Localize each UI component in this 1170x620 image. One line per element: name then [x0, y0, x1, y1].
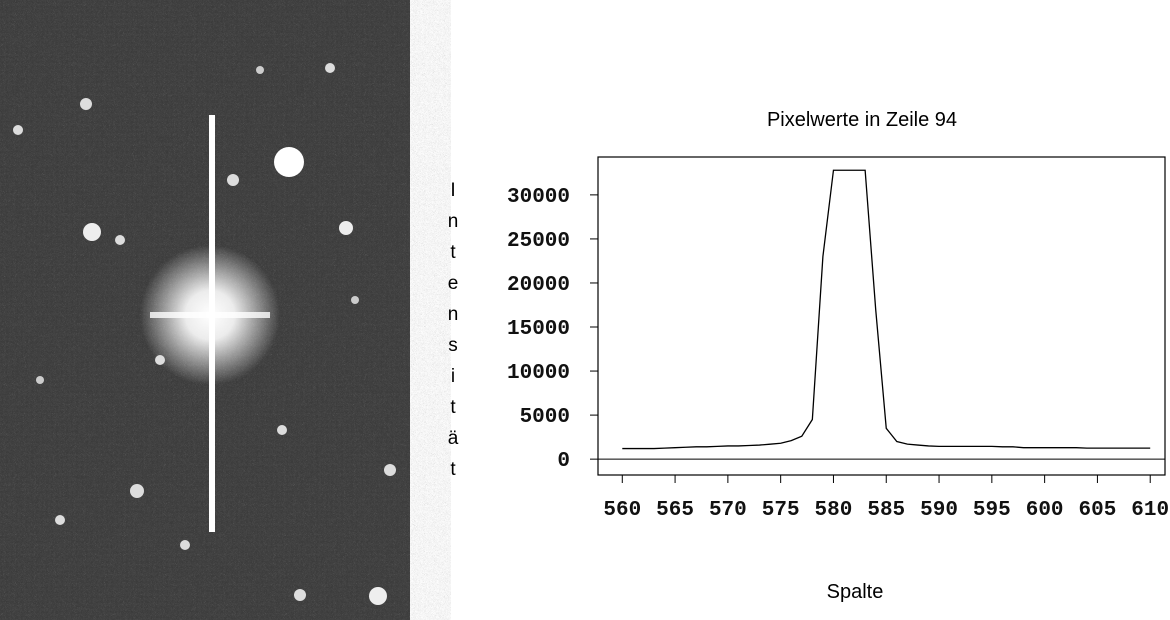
y-axis-label: Intensität: [443, 180, 464, 490]
x-tick-label: 570: [709, 499, 747, 522]
x-tick-label: 585: [867, 499, 905, 522]
y-tick-label: 15000: [507, 318, 570, 341]
x-tick-label: 565: [656, 499, 694, 522]
y-tick-label: 20000: [507, 274, 570, 297]
y-tick-label: 0: [557, 450, 570, 473]
x-tick-label: 605: [1079, 499, 1117, 522]
x-tick-label: 575: [762, 499, 800, 522]
y-tick-label: 10000: [507, 362, 570, 385]
x-tick-label: 580: [815, 499, 853, 522]
y-tick-label: 5000: [520, 406, 570, 429]
y-tick-label: 25000: [507, 230, 570, 253]
star-image: [0, 0, 410, 620]
x-tick-label: 610: [1131, 499, 1169, 522]
x-tick-label: 595: [973, 499, 1011, 522]
data-line: [622, 169, 1151, 450]
x-tick-label: 590: [920, 499, 958, 522]
chart-title: Pixelwerte in Zeile 94: [767, 109, 957, 131]
x-tick-label: 600: [1026, 499, 1064, 522]
x-tick-label: 560: [603, 499, 641, 522]
plot-frame: [597, 156, 1166, 476]
x-axis-label: Spalte: [827, 581, 884, 603]
y-tick-label: 30000: [507, 186, 570, 209]
